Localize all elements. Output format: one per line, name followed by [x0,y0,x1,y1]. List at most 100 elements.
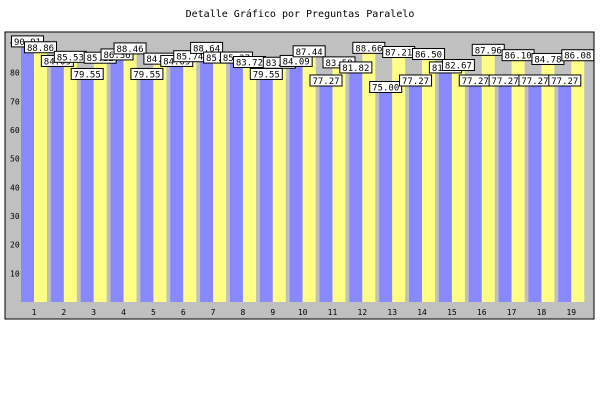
x-tick-label: 3 [91,308,96,317]
bar-series-2 [34,47,47,302]
data-label: 79.55 [133,70,160,80]
x-tick-label: 4 [121,308,126,317]
bar-series-1 [289,60,303,302]
bar-series-2 [302,51,316,302]
x-tick-label: 19 [566,308,576,317]
chart-title: Detalle Gráfico por Preguntas Paralelo [185,9,415,20]
bar-series-1 [498,80,512,302]
x-tick-label: 6 [181,308,186,317]
bar-series-2 [183,56,197,302]
data-label-box [70,67,104,80]
bar-series-1 [200,47,214,302]
bar-series-1 [349,67,363,302]
x-tick-label: 7 [211,308,216,317]
data-label-box [309,74,343,87]
y-tick-label: 10 [10,269,20,278]
data-label: 82.67 [445,62,472,72]
data-label: 86.50 [415,51,442,61]
x-tick-label: 2 [61,308,66,317]
data-label-box [412,48,446,61]
x-tick-label: 13 [387,308,397,317]
x-tick-label: 16 [477,308,487,317]
bar-series-1 [468,80,482,302]
bar-series-1 [558,80,572,302]
data-label-box [441,59,475,72]
data-label: 79.55 [74,70,101,80]
data-label: 86.08 [564,52,591,62]
x-tick-label: 17 [507,308,517,317]
x-tick-label: 1 [32,308,37,317]
data-label: 83.72 [236,59,263,69]
bar-series-2 [63,56,77,303]
bar-series-2 [213,57,227,303]
y-tick-label: 50 [10,155,20,164]
data-label: 85.27 [206,54,233,64]
data-label-box [24,41,57,54]
y-tick-label: 40 [10,183,20,192]
data-label: 87.96 [475,46,502,56]
bar-series-2 [362,47,376,302]
x-tick-label: 11 [328,308,338,317]
x-tick-label: 9 [270,308,275,317]
data-label: 88.46 [117,45,144,55]
bar-series-2 [272,62,286,302]
bar-series-2 [571,55,585,302]
bar-series-1 [319,80,333,302]
bar-series-2 [153,58,167,302]
bar-series-1 [110,54,124,303]
data-label: 77.27 [462,77,489,87]
data-label-box [113,42,147,55]
data-label: 86.10 [505,52,532,62]
data-label: 81.82 [342,64,369,74]
data-label: 83.58 [325,59,352,69]
data-label: 84.09 [283,57,310,67]
y-tick-label: 80 [10,69,20,78]
data-label: 79.55 [253,70,280,80]
bar-series-2 [541,58,555,302]
data-label-box [561,49,595,62]
bar-series-1 [229,57,243,303]
x-tick-label: 8 [241,308,246,317]
bar-series-1 [438,67,452,302]
bar-series-1 [259,73,273,302]
bar-series-2 [93,57,107,302]
data-label: 85.22 [87,54,114,64]
data-label: 77.27 [402,77,429,87]
bar-series-2 [451,65,465,302]
data-label: 85.53 [57,53,84,63]
x-tick-label: 15 [447,308,457,317]
data-label: 84.89 [146,55,173,65]
data-label-box [548,74,582,87]
data-label: 88.66 [355,44,382,54]
x-tick-label: 5 [151,308,156,317]
data-label-box [130,67,164,80]
y-tick-label: 60 [10,126,20,135]
data-label-box [292,45,326,58]
bar-series-1 [409,80,423,302]
x-tick-label: 14 [417,308,427,317]
bar-series-1 [140,73,154,302]
bar-series-2 [422,54,436,303]
data-label: 83.46 [266,59,293,69]
data-label: 77.27 [521,77,548,87]
data-label: 87.21 [385,48,412,58]
data-label: 77.27 [312,77,339,87]
y-tick-label: 70 [10,97,20,106]
bar-series-2 [123,48,137,302]
data-label-box [399,74,433,87]
data-label: 77.27 [492,77,519,87]
data-label: 84.09 [163,57,190,67]
data-label-box [369,81,403,93]
data-label: 77.27 [551,77,578,87]
bar-series-2 [511,55,525,303]
bar-series-1 [528,80,542,302]
x-tick-label: 10 [298,308,308,317]
y-tick-label: 30 [10,212,20,221]
bar-series-1 [80,73,94,302]
data-label-box [339,61,373,74]
bar-series-1 [170,60,184,302]
data-label: 85.74 [176,53,203,63]
bar-series-1 [21,41,34,303]
data-label: 84.78 [534,55,561,65]
